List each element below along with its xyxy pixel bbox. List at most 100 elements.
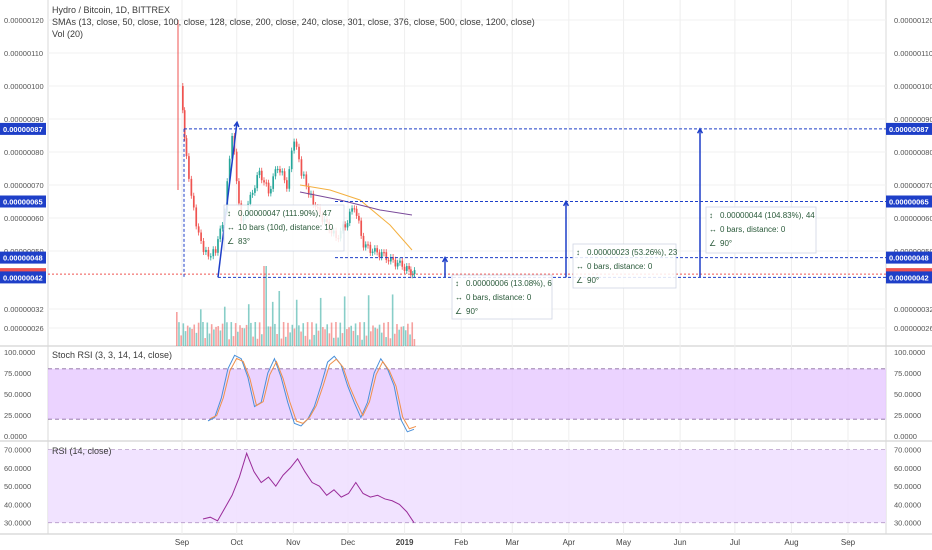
rsi-tick-right: 70.0000 (894, 446, 921, 455)
volume-bar (234, 323, 237, 346)
candle-body (307, 186, 310, 195)
volume-bar (407, 323, 409, 346)
volume-bar (324, 329, 326, 346)
y-tick-label-right: 0.00000090 (894, 115, 932, 124)
volume-bar (189, 327, 191, 346)
volume-bar (232, 336, 235, 346)
y-tick-label-left: 0.00000070 (4, 181, 44, 190)
volume-bar (330, 322, 333, 346)
candle-body (369, 244, 372, 253)
volume-bar (332, 337, 335, 346)
rsi-band (48, 449, 886, 523)
candle-body (200, 232, 202, 242)
measure-text-angle: 90° (466, 307, 478, 316)
measure-box (705, 206, 817, 254)
candle-body (265, 182, 268, 184)
candle-body (355, 208, 358, 216)
price-tag-left (0, 195, 46, 208)
x-tick-label: Sep (841, 538, 856, 547)
volume-bar (361, 339, 363, 346)
volume-bar (287, 322, 289, 346)
volume-bar (378, 324, 381, 346)
volume-bar (280, 338, 283, 346)
rsi-tick-right: 60.0000 (894, 464, 921, 473)
price-tag-left (0, 251, 46, 264)
stoch-tick-left: 75.0000 (4, 369, 31, 378)
stoch-band (48, 368, 886, 420)
volume-bar (256, 338, 259, 346)
rsi-tick-right: 30.0000 (894, 519, 921, 528)
y-tick-label-left: 0.00000100 (4, 82, 44, 91)
stoch-k-line (207, 354, 415, 433)
candle-body (367, 244, 369, 246)
volume-bar (267, 326, 270, 346)
candle-body (272, 176, 275, 189)
candle-body (228, 158, 231, 182)
y-tick-label-right: 0.00000026 (894, 324, 932, 333)
rsi-tick-left: 50.0000 (4, 482, 31, 491)
volume-bar (298, 325, 300, 346)
stoch-tick-left: 50.0000 (4, 390, 31, 399)
y-tick-label-left: 0.00000080 (4, 148, 44, 157)
volume-bar (215, 326, 217, 346)
candle-body (401, 260, 404, 267)
candle-body (188, 156, 190, 179)
vol-legend: Vol (20) (52, 29, 83, 39)
candle-body (283, 171, 286, 181)
volume-bar (376, 328, 379, 346)
volume-bar (354, 323, 357, 346)
y-tick-label-left: 0.00000110 (4, 49, 43, 58)
volume-bar (230, 322, 233, 346)
volume-bar (372, 325, 374, 346)
candle-body (344, 224, 347, 228)
volume-bar (202, 322, 204, 346)
candle-body (405, 266, 408, 271)
volume-bar (241, 327, 243, 346)
y-tick-label-right: 0.00000120 (894, 16, 932, 25)
measure-text-bars: 0 bars, distance: 0 (587, 262, 653, 271)
candle-body (305, 174, 308, 187)
candle-body (270, 188, 272, 194)
candle-body (207, 249, 210, 257)
y-tick-label-left: 0.00000032 (4, 305, 44, 314)
volume-bar (210, 324, 213, 346)
candle-body (263, 180, 265, 183)
candle-body (303, 174, 305, 176)
stoch-tick-left: 0.0000 (4, 432, 27, 441)
volume-bar (343, 296, 346, 346)
measure-icon: ↔ (227, 223, 235, 232)
x-tick-label: Sep (175, 538, 190, 547)
stoch-tick-left: 100.0000 (4, 348, 35, 357)
y-tick-label-right: 0.00000032 (894, 305, 932, 314)
measure-text-price: 0.00000047 (111.90%), 47 (238, 209, 332, 218)
price-tag-left (0, 271, 46, 284)
volume-bar (304, 335, 307, 346)
candle-body (298, 146, 300, 160)
candle-body (260, 170, 263, 181)
measure-tools[interactable]: 0.00000047 (111.90%), 47 10 bars (10d), d… (48, 120, 886, 320)
candle-body (390, 257, 392, 262)
volume-bar (348, 327, 350, 346)
rsi-tick-left: 40.0000 (4, 500, 31, 509)
volume-bar (223, 306, 226, 346)
volume-bar (413, 339, 416, 346)
candle-body (276, 168, 279, 171)
candle-body (197, 226, 200, 233)
volume-bar (394, 333, 396, 346)
volume-bar (389, 338, 392, 346)
volume-bar (226, 322, 228, 346)
x-tick-label: May (616, 538, 631, 547)
volume-bar (300, 331, 302, 346)
candle-body (411, 274, 414, 276)
volume-bar (182, 323, 185, 346)
volume-bar (356, 335, 359, 346)
measure-arrow-3-head (562, 199, 570, 207)
y-tick-label-right: 0.00000110 (894, 49, 932, 58)
volume-bar (278, 291, 281, 346)
candle-body (288, 169, 291, 189)
measure-text-angle: 90° (587, 276, 599, 285)
rsi-tick-left: 60.0000 (4, 464, 31, 473)
rsi-tick-left: 30.0000 (4, 519, 31, 528)
candle-body (274, 169, 277, 177)
